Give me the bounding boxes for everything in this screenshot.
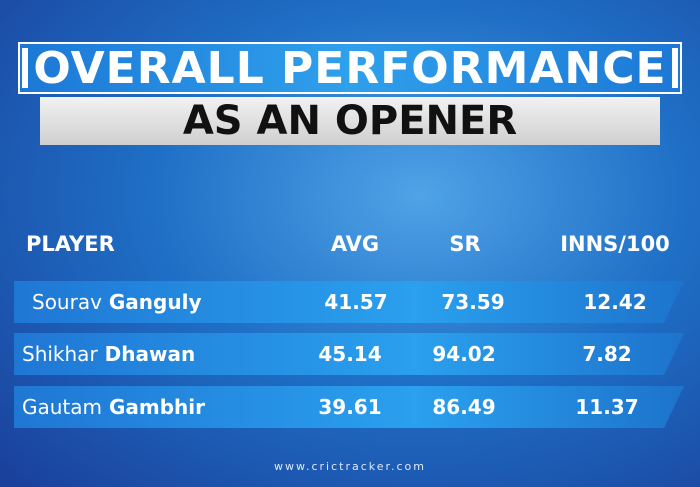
subtitle: AS AN OPENER: [40, 97, 660, 145]
first-name: Gautam: [22, 395, 103, 419]
row-band: [14, 281, 684, 323]
first-name: Sourav: [32, 290, 102, 314]
last-name: Ganguly: [108, 290, 202, 314]
player-name: Shikhar Dhawan: [22, 333, 195, 375]
column-header: SR: [449, 232, 481, 256]
sr: 94.02: [432, 342, 496, 366]
avg: 45.14: [318, 342, 382, 366]
title-bar: [672, 48, 678, 88]
avg: 39.61: [318, 395, 382, 419]
player-name: Sourav Ganguly: [32, 281, 202, 323]
column-header: INNS/100: [560, 232, 670, 256]
row-band: [14, 386, 684, 428]
footer: www.crictracker.com: [273, 460, 427, 473]
inns: 12.42: [583, 290, 647, 314]
title-bar: [22, 48, 28, 88]
last-name: Dhawan: [104, 342, 196, 366]
column-header: AVG: [330, 232, 380, 256]
column-header: PLAYER: [26, 232, 115, 256]
row-band: [14, 333, 684, 375]
sr: 86.49: [432, 395, 496, 419]
first-name: Shikhar: [22, 342, 98, 366]
avg: 41.57: [324, 290, 388, 314]
inns: 7.82: [582, 342, 632, 366]
sr: 73.59: [441, 290, 505, 314]
player-name: Gautam Gambhir: [22, 386, 205, 428]
inns: 11.37: [575, 395, 639, 419]
title: OVERALL PERFORMANCE: [18, 42, 682, 94]
last-name: Gambhir: [108, 395, 206, 419]
